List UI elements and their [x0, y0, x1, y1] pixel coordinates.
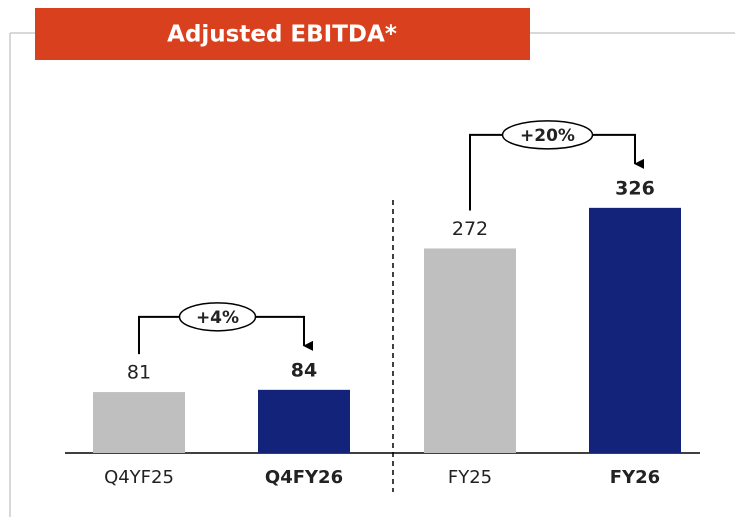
chart-title: Adjusted EBITDA*: [167, 22, 397, 48]
annotation-bubble: [501, 120, 594, 150]
bar: [93, 392, 185, 453]
x-tick-label: Q4YF25: [104, 467, 174, 488]
value-label: 272: [452, 218, 488, 240]
annotation: +4%: [196, 308, 239, 328]
value-label: 326: [615, 177, 655, 199]
value-label: 84: [291, 359, 317, 381]
value-label: 81: [127, 362, 151, 384]
x-tick-label: FY25: [448, 467, 492, 488]
bar: [589, 207, 681, 453]
annotation: +20%: [520, 126, 575, 146]
x-tick-label: FY26: [610, 467, 660, 488]
bar: [424, 248, 516, 453]
annotation-bubble: [178, 302, 257, 332]
title-banner: [35, 8, 530, 60]
x-tick-label: Q4FY26: [265, 467, 343, 488]
bar: [258, 389, 350, 453]
